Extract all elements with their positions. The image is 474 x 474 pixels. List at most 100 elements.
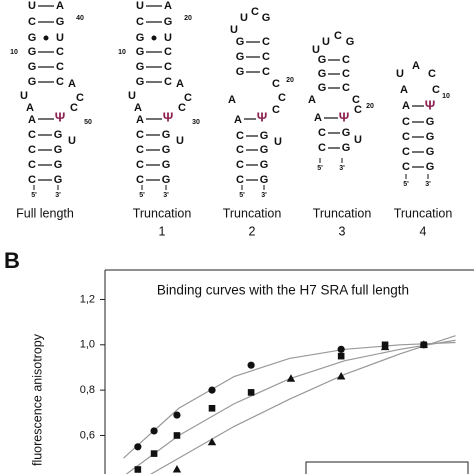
nucleotide: G (54, 129, 63, 141)
nucleotide: C (76, 92, 84, 104)
nucleotide: G (260, 174, 269, 186)
nucleotide: C (136, 129, 144, 141)
strand-end-label: 5' (239, 192, 245, 199)
strand-end-label: 5' (317, 165, 323, 172)
nucleotide: Ψ (339, 109, 350, 124)
nucleotide: C (178, 102, 186, 114)
nucleotide: C (136, 174, 144, 186)
nucleotide: C (164, 46, 172, 58)
panel-label: B (4, 248, 20, 273)
nucleotide: G (54, 159, 63, 171)
nucleotide: A (308, 94, 316, 106)
nucleotide: Ψ (425, 97, 436, 112)
nucleotide: G (318, 68, 327, 80)
legend-box (305, 461, 469, 474)
nucleotide: C (28, 16, 36, 28)
nucleotide: G (54, 144, 63, 156)
strand-end-label: 3' (425, 181, 431, 188)
y-tick-label: 0,6 (80, 429, 95, 441)
nucleotide: U (28, 0, 36, 12)
nucleotide: G (54, 174, 63, 186)
nucleotide: U (396, 68, 404, 80)
data-point (208, 386, 216, 394)
nucleotide: A (26, 102, 34, 114)
nucleotide: G (426, 131, 435, 143)
nucleotide: C (272, 78, 280, 90)
data-point (247, 361, 255, 369)
strand-end-label: 3' (163, 192, 169, 199)
data-point (337, 352, 345, 360)
nucleotide: G (236, 36, 245, 48)
y-axis-label: fluorescence anisotropy (30, 333, 44, 466)
nucleotide: C (70, 102, 78, 114)
nucleotide: G (426, 161, 435, 173)
nucleotide: A (28, 114, 36, 126)
nucleotide: C (262, 36, 270, 48)
nucleotide: G (164, 16, 173, 28)
nucleotide: G (162, 174, 171, 186)
nucleotide: G (136, 61, 145, 73)
fit-curve (123, 341, 456, 459)
nucleotide: C (262, 66, 270, 78)
nucleotide: C (402, 146, 410, 158)
position-number: 10 (118, 49, 126, 56)
nucleotide: G (426, 146, 435, 158)
nucleotide: C (251, 6, 259, 18)
nucleotide: G (346, 36, 355, 48)
nucleotide: U (240, 12, 248, 24)
nucleotide: G (318, 54, 327, 66)
nucleotide: C (236, 174, 244, 186)
nucleotide: C (262, 51, 270, 63)
caption-number: 2 (249, 224, 256, 238)
nucleotide: C (136, 16, 144, 28)
data-point (336, 372, 346, 380)
nucleotide: C (28, 174, 36, 186)
y-tick-label: 0,8 (80, 384, 95, 396)
nucleotide: A (136, 114, 144, 126)
nucleotide: G (136, 46, 145, 58)
nucleotide: G (260, 159, 269, 171)
nucleotide: C (428, 68, 436, 80)
nucleotide: U (354, 134, 362, 146)
data-point (419, 340, 429, 348)
nucleotide: U (20, 90, 28, 102)
nucleotide: G (342, 142, 351, 154)
nucleotide: C (402, 116, 410, 128)
position-number: 50 (84, 119, 92, 126)
strand-end-label: 3' (261, 192, 267, 199)
nucleotide: U (68, 135, 76, 147)
nucleotide: C (236, 159, 244, 171)
nucleotide: C (236, 144, 244, 156)
data-point (134, 443, 142, 451)
caption: Truncation (394, 206, 453, 220)
strand-end-label: 3' (55, 192, 61, 199)
nucleotide: C (334, 30, 342, 42)
nucleotide: C (342, 82, 350, 94)
position-number: 20 (184, 15, 192, 22)
nucleotide: C (342, 54, 350, 66)
caption: Full length (16, 206, 74, 220)
caption-number: 4 (420, 224, 427, 238)
data-point (208, 404, 216, 412)
position-number: 10 (10, 49, 18, 56)
nucleotide: Ψ (55, 109, 66, 124)
fit-curve (149, 335, 456, 474)
data-point (173, 432, 181, 439)
wobble-pair (43, 35, 49, 41)
nucleotide: G (162, 159, 171, 171)
nucleotide: C (272, 104, 280, 116)
caption: Truncation (223, 206, 282, 220)
position-number: 40 (76, 15, 84, 22)
nucleotide: C (402, 131, 410, 143)
nucleotide: G (426, 116, 435, 128)
nucleotide: G (28, 46, 37, 58)
nucleotide: A (176, 78, 184, 90)
caption: Truncation (133, 206, 192, 220)
nucleotide: U (230, 24, 238, 36)
nucleotide: G (136, 76, 145, 88)
nucleotide: A (68, 78, 76, 90)
nucleotide: U (164, 32, 172, 44)
caption-number: 1 (159, 224, 166, 238)
nucleotide: C (318, 142, 326, 154)
